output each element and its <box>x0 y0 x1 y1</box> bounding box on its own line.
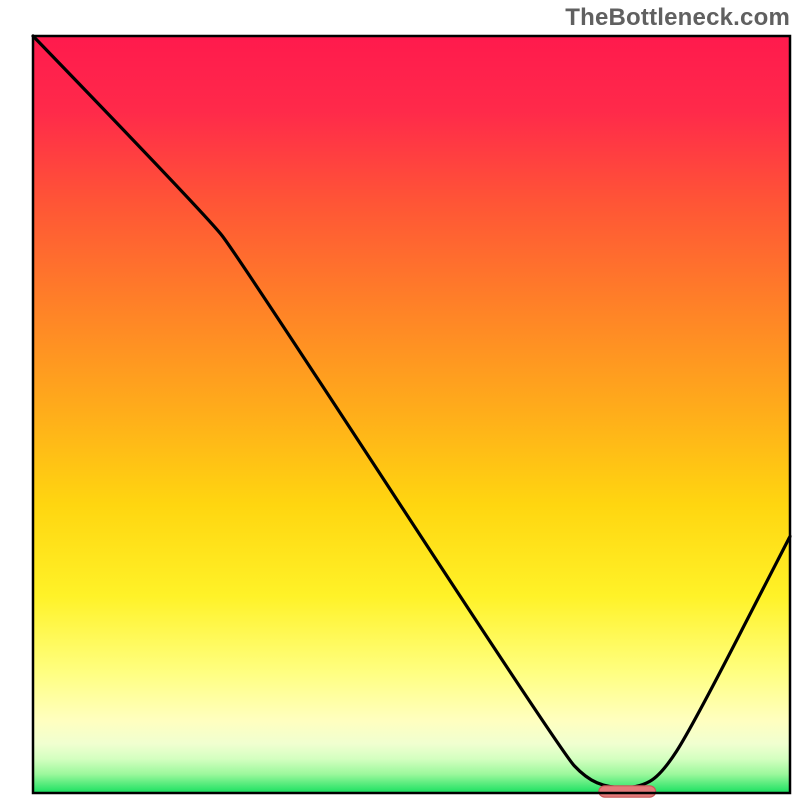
chart-stage: TheBottleneck.com <box>0 0 800 800</box>
gradient-curve-chart <box>0 0 800 800</box>
plot-background <box>33 36 790 793</box>
optimal-range-marker <box>599 786 656 797</box>
